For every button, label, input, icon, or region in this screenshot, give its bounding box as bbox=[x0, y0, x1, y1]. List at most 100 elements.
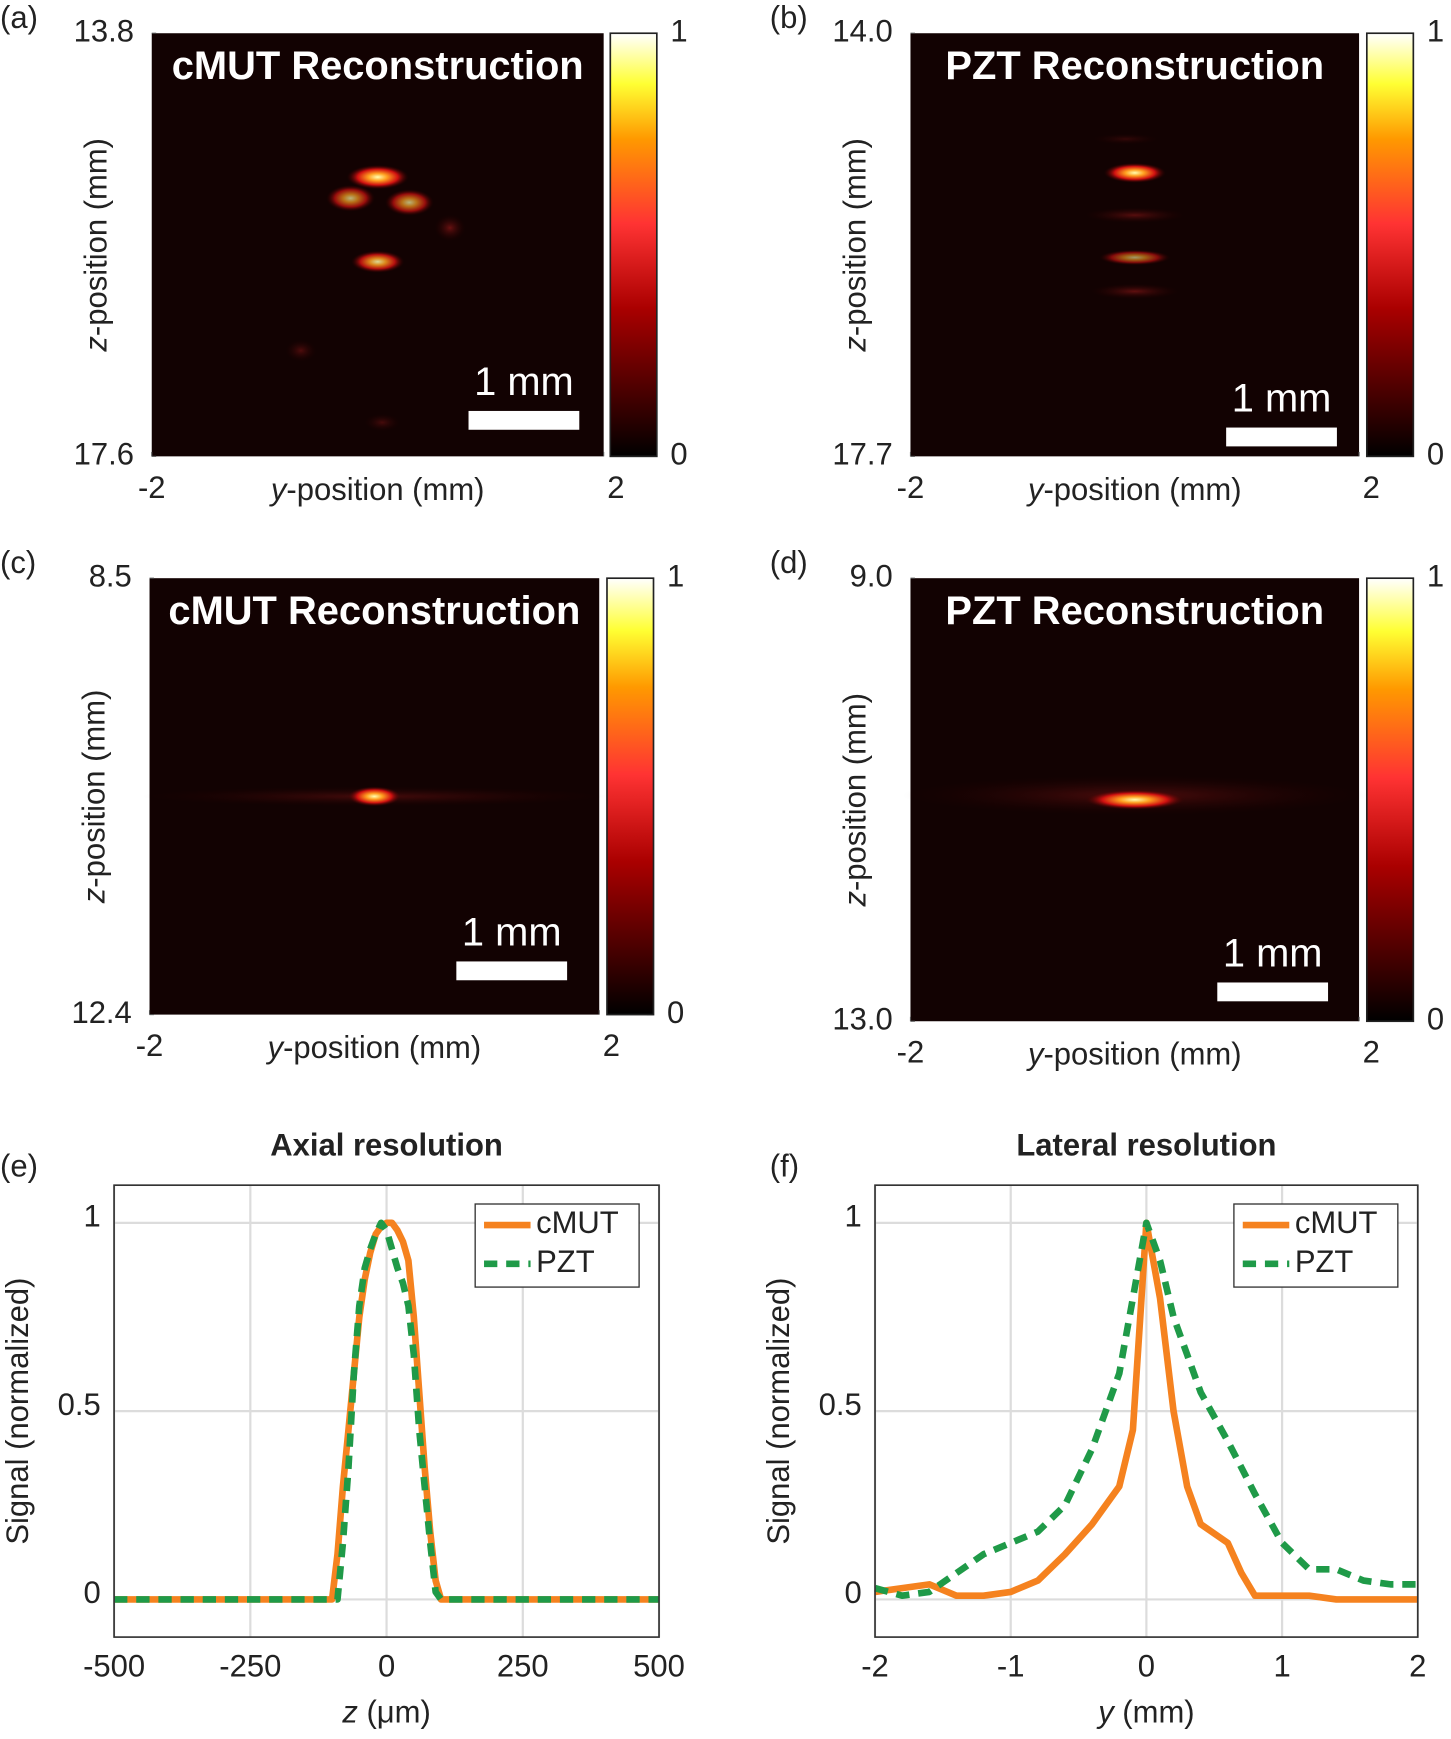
colorbar-tick-label: 0 bbox=[1427, 1001, 1444, 1036]
axis-label-text: -position (mm) bbox=[283, 1030, 481, 1065]
axis-label-text: (mm) bbox=[1114, 1695, 1195, 1730]
axis-label-text: -position (mm) bbox=[77, 690, 112, 888]
axis-label-symbol: y bbox=[1026, 472, 1046, 507]
colorbar-tick-label: 0 bbox=[1427, 437, 1444, 472]
y-axis-label: Signal (normalized) bbox=[0, 1278, 35, 1545]
plot-frame bbox=[874, 1184, 1419, 1638]
image-feature bbox=[285, 339, 317, 362]
axis-label-symbol: y bbox=[1096, 1695, 1116, 1730]
axis-label-text: (μm) bbox=[358, 1695, 431, 1730]
chart-title: Lateral resolution bbox=[1016, 1128, 1276, 1163]
axis-label-symbol: y bbox=[266, 1030, 286, 1065]
legend-label: PZT bbox=[536, 1244, 595, 1279]
axis-label-symbol: y bbox=[1026, 1037, 1046, 1072]
axis-label: y (mm) bbox=[1096, 1695, 1194, 1730]
image-feature bbox=[346, 164, 409, 190]
image-feature bbox=[364, 413, 400, 432]
x-tick-label: 250 bbox=[497, 1648, 549, 1683]
x-tick-label: -2 bbox=[138, 470, 166, 505]
legend-label: cMUT bbox=[536, 1205, 619, 1240]
image bbox=[910, 33, 1360, 457]
series-line bbox=[874, 1219, 1418, 1603]
legend-label: PZT bbox=[1295, 1244, 1354, 1279]
x-tick-label: 0 bbox=[378, 1648, 395, 1683]
image-feature bbox=[326, 184, 375, 212]
axis-label: z-position (mm) bbox=[77, 690, 112, 905]
axis-label: y-position (mm) bbox=[1026, 472, 1242, 507]
scale-bar bbox=[1226, 427, 1337, 447]
panel-label: (a) bbox=[0, 0, 38, 35]
scale-bar-label: 1 mm bbox=[462, 910, 562, 954]
axis-label: y-position (mm) bbox=[269, 472, 485, 507]
colorbar-tick-label: 0 bbox=[667, 995, 684, 1030]
colorbar-tick-label: 1 bbox=[1427, 13, 1444, 48]
image-feature bbox=[347, 786, 401, 807]
x-tick-label: 2 bbox=[1409, 1648, 1426, 1683]
x-tick-label: 2 bbox=[1363, 470, 1380, 505]
scale-bar bbox=[468, 410, 580, 430]
image-title: PZT Reconstruction bbox=[945, 44, 1324, 88]
y-tick-label: 1 bbox=[84, 1199, 101, 1234]
x-tick-label: 2 bbox=[603, 1028, 620, 1063]
image-feature bbox=[1084, 207, 1185, 223]
x-tick-label: 500 bbox=[633, 1648, 685, 1683]
y-tick-label: 17.7 bbox=[832, 437, 892, 472]
chart-title: Axial resolution bbox=[270, 1128, 503, 1163]
image-feature bbox=[1090, 283, 1180, 300]
x-tick-label: 2 bbox=[1363, 1035, 1380, 1070]
image bbox=[151, 33, 604, 457]
panel-label: (f) bbox=[770, 1149, 799, 1184]
image-feature bbox=[1099, 249, 1171, 266]
y-tick-label: 8.5 bbox=[89, 558, 132, 593]
x-tick-label: -2 bbox=[136, 1028, 164, 1063]
series-line bbox=[114, 1219, 660, 1603]
panel-label: (d) bbox=[770, 545, 808, 580]
y-tick-label: 0.5 bbox=[819, 1387, 862, 1422]
colorbar bbox=[1365, 577, 1415, 1023]
axis-label-symbol: z bbox=[837, 336, 872, 353]
axis-label-text: -position (mm) bbox=[1043, 1037, 1241, 1072]
axis-label-text: -position (mm) bbox=[837, 693, 872, 891]
legend bbox=[1233, 1203, 1399, 1288]
colorbar-tick-label: 1 bbox=[1427, 558, 1444, 593]
axis-label-text: -position (mm) bbox=[837, 138, 872, 336]
legend bbox=[474, 1203, 640, 1288]
y-tick-label: 0 bbox=[844, 1575, 861, 1610]
axis-label-symbol: z bbox=[79, 336, 114, 353]
x-tick-label: -2 bbox=[897, 1035, 925, 1070]
axis-label-symbol: z bbox=[341, 1695, 358, 1730]
x-tick-label: -500 bbox=[83, 1648, 145, 1683]
image-feature bbox=[1084, 789, 1185, 810]
image-feature bbox=[434, 214, 466, 242]
x-tick-label: 2 bbox=[607, 470, 624, 505]
x-tick-label: -1 bbox=[997, 1648, 1025, 1683]
y-tick-label: 0 bbox=[84, 1575, 101, 1610]
y-tick-label: 12.4 bbox=[71, 995, 131, 1030]
axis-label-symbol: y bbox=[269, 472, 289, 507]
y-axis-label: Signal (normalized) bbox=[761, 1278, 796, 1545]
series-line bbox=[874, 1219, 1418, 1599]
axis-label-text: -position (mm) bbox=[79, 138, 114, 336]
colorbar-tick-label: 0 bbox=[670, 437, 687, 472]
image-feature bbox=[1092, 133, 1160, 145]
panel-label: (e) bbox=[0, 1149, 38, 1184]
scale-bar bbox=[456, 961, 568, 981]
scale-bar-label: 1 mm bbox=[1232, 377, 1332, 421]
axis-label: z (μm) bbox=[341, 1695, 430, 1730]
colorbar bbox=[606, 577, 655, 1016]
x-tick-label: -2 bbox=[897, 470, 925, 505]
axis-label: z-position (mm) bbox=[79, 138, 114, 353]
axis-label: z-position (mm) bbox=[837, 693, 872, 908]
scale-bar-label: 1 mm bbox=[474, 360, 574, 404]
x-tick-label: 0 bbox=[1138, 1648, 1155, 1683]
colorbar-tick-label: 1 bbox=[670, 13, 687, 48]
y-tick-label: 0.5 bbox=[58, 1387, 101, 1422]
scale-bar-label: 1 mm bbox=[1223, 931, 1323, 975]
image-feature bbox=[384, 189, 434, 216]
y-tick-label: 13.0 bbox=[832, 1001, 892, 1036]
colorbar bbox=[1365, 32, 1415, 458]
image-title: cMUT Reconstruction bbox=[168, 589, 580, 633]
image-title: cMUT Reconstruction bbox=[172, 44, 584, 88]
colorbar-tick-label: 1 bbox=[667, 558, 684, 593]
